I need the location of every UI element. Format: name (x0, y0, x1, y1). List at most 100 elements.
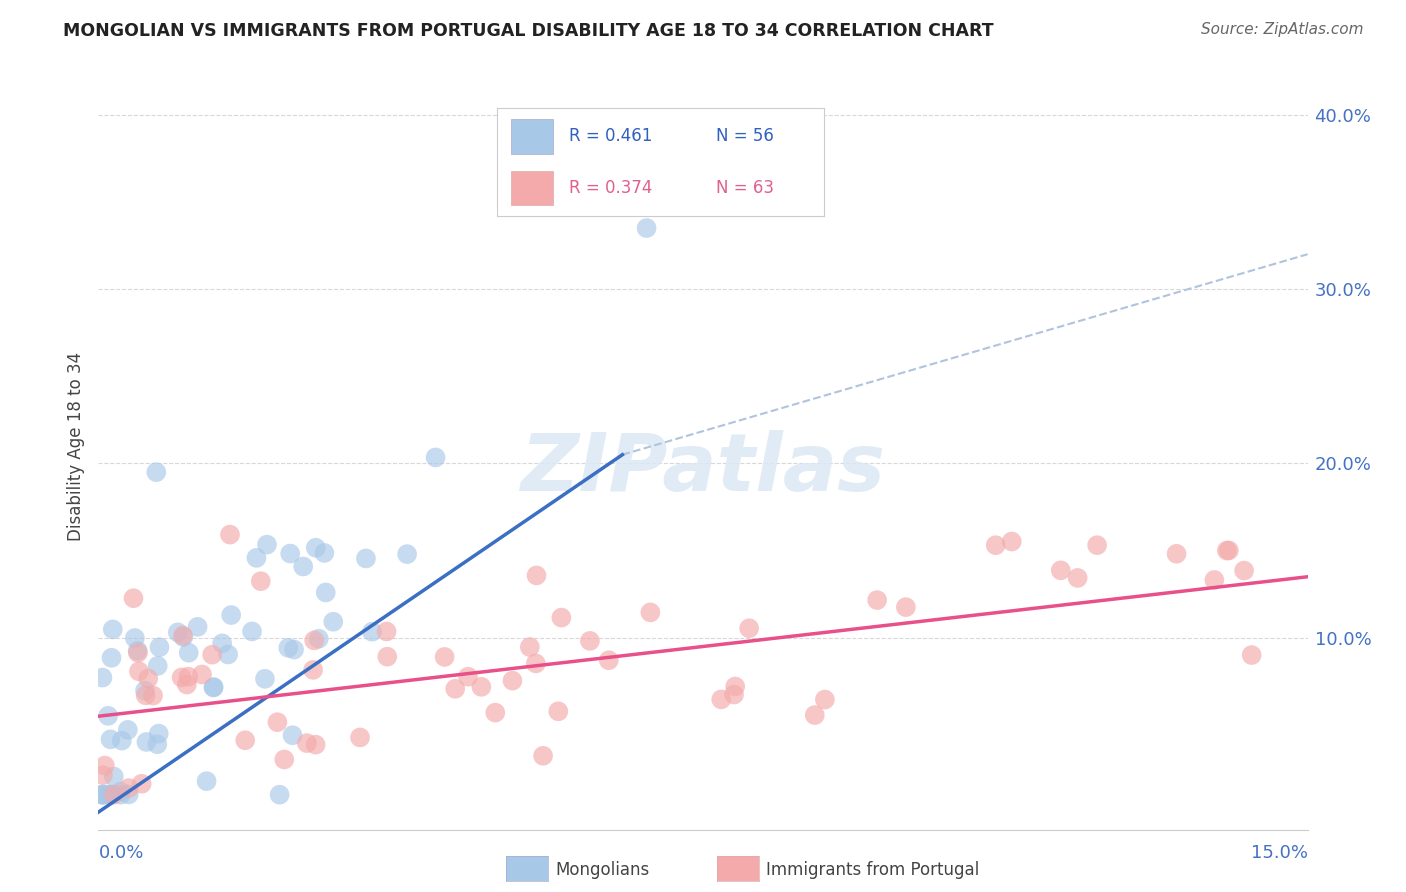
Point (240, 624, 263, 639)
Point (457, 670, 479, 684)
Point (253, 672, 276, 686)
Point (94, 758, 117, 772)
Point (304, 738, 326, 752)
Point (127, 646, 149, 660)
Point (305, 541, 328, 555)
Point (803, 708, 825, 723)
Point (484, 706, 506, 720)
Point (444, 681, 467, 696)
Point (136, 672, 159, 686)
Point (984, 538, 1007, 552)
Point (91, 788, 114, 802)
Point (266, 715, 288, 730)
Point (723, 688, 745, 702)
Point (524, 657, 547, 671)
Point (191, 667, 214, 681)
Text: 0.0%: 0.0% (98, 844, 143, 862)
Point (1066, 571, 1088, 585)
Point (1218, 543, 1240, 558)
Point (724, 680, 747, 694)
Point (1085, 538, 1108, 552)
Point (1216, 543, 1239, 558)
Point (176, 677, 198, 691)
Point (295, 736, 318, 750)
Point (103, 770, 125, 784)
Point (283, 642, 305, 657)
Point (101, 623, 124, 637)
Point (361, 624, 384, 639)
Text: ZIPatlas: ZIPatlas (520, 430, 886, 508)
Point (91, 768, 114, 782)
Point (148, 726, 170, 740)
Point (195, 774, 218, 789)
Point (302, 633, 325, 648)
Text: Immigrants from Portugal: Immigrants from Portugal (766, 861, 980, 879)
Point (314, 546, 336, 560)
Point (866, 593, 889, 607)
Point (202, 680, 225, 694)
Point (249, 574, 271, 589)
Point (256, 538, 278, 552)
Point (142, 689, 165, 703)
Point (579, 633, 602, 648)
Point (172, 628, 194, 642)
Point (598, 653, 620, 667)
Point (217, 648, 239, 662)
Point (315, 585, 337, 599)
Point (166, 625, 188, 640)
Point (127, 644, 149, 658)
Text: MONGOLIAN VS IMMIGRANTS FROM PORTUGAL DISABILITY AGE 18 TO 34 CORRELATION CHART: MONGOLIAN VS IMMIGRANTS FROM PORTUGAL DI… (63, 22, 994, 40)
Point (278, 547, 301, 561)
Point (110, 784, 132, 798)
Point (640, 606, 662, 620)
Point (501, 673, 523, 688)
Point (1204, 573, 1226, 587)
Point (1233, 564, 1256, 578)
Text: 15.0%: 15.0% (1250, 844, 1308, 862)
Point (814, 692, 837, 706)
Point (273, 752, 295, 766)
Text: Mongolians: Mongolians (555, 861, 650, 879)
Point (110, 788, 132, 802)
Point (738, 621, 761, 635)
Point (111, 733, 134, 747)
Point (91, 788, 114, 802)
Point (118, 788, 141, 802)
Point (177, 670, 200, 684)
Point (1001, 534, 1024, 549)
Point (97, 709, 120, 723)
Point (135, 735, 157, 749)
Point (201, 648, 224, 662)
Point (98, 788, 121, 802)
Point (269, 788, 291, 802)
Point (375, 624, 398, 639)
Point (148, 640, 170, 655)
Point (425, 450, 447, 465)
Point (103, 788, 125, 802)
Point (547, 704, 569, 718)
Point (531, 748, 554, 763)
Point (118, 781, 141, 796)
Point (124, 631, 146, 645)
Point (135, 689, 157, 703)
Point (134, 683, 156, 698)
Point (122, 591, 145, 606)
Point (100, 788, 122, 802)
Point (172, 630, 194, 644)
Point (349, 731, 371, 745)
Point (302, 663, 325, 677)
Point (146, 659, 169, 673)
Point (245, 550, 267, 565)
Point (202, 681, 225, 695)
Text: Source: ZipAtlas.com: Source: ZipAtlas.com (1201, 22, 1364, 37)
Point (292, 559, 315, 574)
Point (636, 221, 658, 235)
Point (396, 547, 419, 561)
Point (128, 665, 150, 679)
Point (1049, 563, 1071, 577)
Point (211, 636, 233, 650)
Point (354, 551, 377, 566)
Point (233, 733, 256, 747)
Point (1240, 648, 1263, 662)
Point (433, 649, 456, 664)
